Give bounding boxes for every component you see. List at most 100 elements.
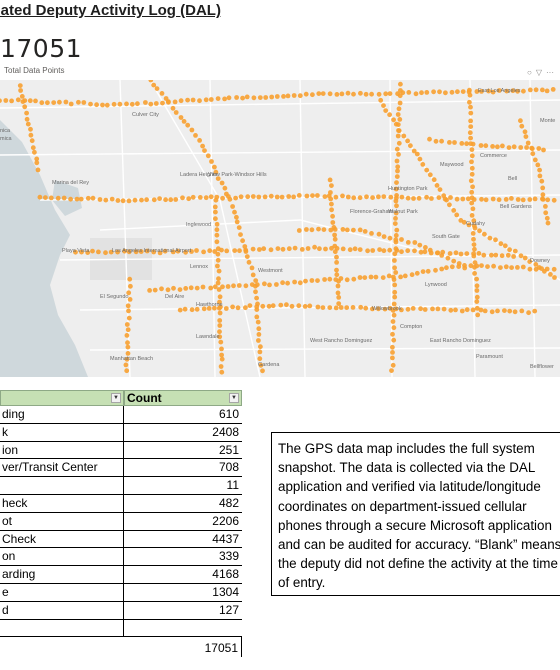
gps-point[interactable] — [498, 265, 503, 270]
gps-point[interactable] — [328, 190, 333, 195]
gps-point[interactable] — [334, 306, 339, 311]
gps-point[interactable] — [499, 241, 504, 246]
gps-point[interactable] — [284, 302, 289, 307]
gps-point[interactable] — [226, 284, 231, 289]
gps-point[interactable] — [304, 227, 309, 232]
gps-point[interactable] — [189, 285, 194, 290]
gps-point[interactable] — [391, 338, 396, 343]
gps-point[interactable] — [429, 196, 434, 201]
gps-point[interactable] — [237, 248, 242, 253]
gps-point[interactable] — [242, 244, 247, 249]
gps-point[interactable] — [454, 213, 459, 218]
gps-point[interactable] — [552, 275, 557, 280]
gps-point[interactable] — [513, 249, 518, 254]
activity-cell[interactable]: on — [0, 548, 124, 565]
gps-point[interactable] — [532, 309, 537, 314]
gps-point[interactable] — [528, 267, 533, 272]
gps-point[interactable] — [500, 144, 505, 149]
gps-point[interactable] — [394, 233, 399, 238]
gps-point[interactable] — [112, 102, 117, 107]
activity-cell[interactable]: ion — [0, 442, 124, 459]
gps-point[interactable] — [257, 332, 262, 337]
gps-point[interactable] — [298, 280, 303, 285]
gps-point[interactable] — [467, 100, 472, 105]
gps-point[interactable] — [346, 195, 351, 200]
gps-point[interactable] — [124, 368, 129, 373]
gps-point[interactable] — [490, 144, 495, 149]
gps-point[interactable] — [389, 368, 394, 373]
gps-point[interactable] — [244, 283, 249, 288]
gps-point[interactable] — [546, 221, 551, 226]
gps-point[interactable] — [245, 95, 250, 100]
gps-point[interactable] — [468, 130, 473, 135]
gps-point[interactable] — [479, 143, 484, 148]
gps-point[interactable] — [204, 97, 209, 102]
gps-point[interactable] — [127, 277, 132, 282]
gps-point[interactable] — [96, 250, 101, 255]
gps-point[interactable] — [470, 153, 475, 158]
gps-point[interactable] — [168, 197, 173, 202]
gps-point[interactable] — [34, 160, 39, 165]
gps-point[interactable] — [392, 251, 397, 256]
gps-point[interactable] — [392, 283, 397, 288]
gps-point[interactable] — [166, 100, 171, 105]
gps-point[interactable] — [428, 248, 433, 253]
gps-point[interactable] — [79, 197, 84, 202]
gps-point[interactable] — [420, 162, 425, 167]
gps-point[interactable] — [396, 134, 401, 139]
gps-point[interactable] — [333, 237, 338, 242]
gps-point[interactable] — [334, 260, 339, 265]
gps-point[interactable] — [340, 194, 345, 199]
gps-point[interactable] — [394, 246, 399, 251]
gps-point[interactable] — [31, 145, 36, 150]
gps-point[interactable] — [321, 91, 326, 96]
gps-point[interactable] — [227, 95, 232, 100]
gps-point[interactable] — [519, 253, 524, 258]
gps-point[interactable] — [428, 172, 433, 177]
gps-point[interactable] — [94, 102, 99, 107]
gps-point[interactable] — [126, 309, 131, 314]
gps-point[interactable] — [474, 277, 479, 282]
gps-point[interactable] — [392, 313, 397, 318]
gps-point[interactable] — [388, 236, 393, 241]
gps-point[interactable] — [25, 117, 30, 122]
gps-point[interactable] — [336, 284, 341, 289]
gps-point[interactable] — [391, 363, 396, 368]
gps-point[interactable] — [395, 159, 400, 164]
gps-point[interactable] — [396, 112, 401, 117]
gps-point[interactable] — [198, 195, 203, 200]
gps-point[interactable] — [206, 153, 211, 158]
gps-point[interactable] — [204, 195, 209, 200]
gps-point[interactable] — [417, 196, 422, 201]
gps-point[interactable] — [454, 250, 459, 255]
gps-point[interactable] — [257, 356, 262, 361]
gps-point[interactable] — [223, 186, 228, 191]
gps-point[interactable] — [387, 248, 392, 253]
gps-point[interactable] — [534, 87, 539, 92]
gps-point[interactable] — [377, 232, 382, 237]
gps-point[interactable] — [346, 91, 351, 96]
gps-point[interactable] — [157, 196, 162, 201]
gps-point[interactable] — [328, 197, 333, 202]
gps-point[interactable] — [483, 309, 488, 314]
gps-point[interactable] — [351, 228, 356, 233]
gps-point[interactable] — [393, 221, 398, 226]
gps-point[interactable] — [396, 152, 401, 157]
gps-point[interactable] — [391, 117, 396, 122]
gps-point[interactable] — [231, 283, 236, 288]
gps-point[interactable] — [179, 98, 184, 103]
gps-point[interactable] — [159, 286, 164, 291]
gps-point[interactable] — [450, 264, 455, 269]
gps-point[interactable] — [212, 165, 217, 170]
gps-point[interactable] — [469, 190, 474, 195]
gps-point[interactable] — [524, 134, 529, 139]
gps-point[interactable] — [398, 275, 403, 280]
gps-point[interactable] — [424, 90, 429, 95]
gps-point[interactable] — [548, 272, 553, 277]
gps-point[interactable] — [482, 232, 487, 237]
gps-point[interactable] — [345, 228, 350, 233]
gps-point[interactable] — [468, 124, 473, 129]
gps-point[interactable] — [179, 115, 184, 120]
gps-point[interactable] — [364, 194, 369, 199]
gps-point[interactable] — [551, 87, 556, 92]
